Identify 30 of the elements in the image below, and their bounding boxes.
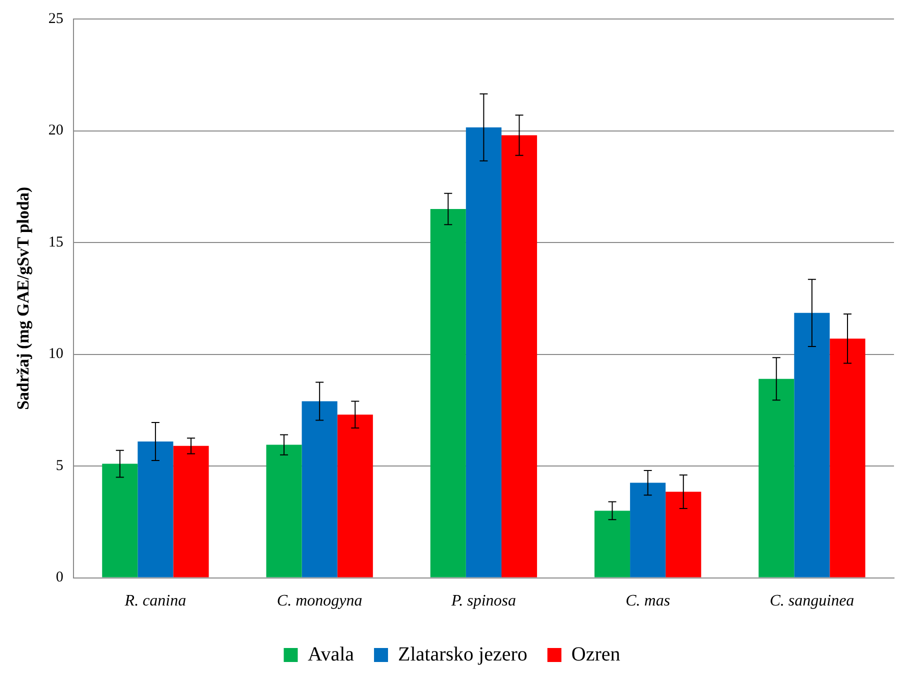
x-tick-label: C. sanguinea — [770, 592, 854, 610]
y-axis-title: Sadržaj (mg GAE/gSvT ploda) — [14, 186, 33, 410]
bar — [630, 482, 666, 578]
y-tick-label: 10 — [48, 346, 64, 362]
bar — [430, 208, 466, 578]
legend-label: Ozren — [571, 643, 620, 666]
bar — [466, 127, 502, 578]
x-tick-label: R. canina — [124, 592, 186, 610]
bar — [501, 135, 538, 578]
bar — [594, 510, 630, 578]
bar — [173, 446, 209, 578]
y-tick-label: 15 — [48, 234, 64, 250]
bar — [666, 492, 702, 578]
bar — [138, 441, 174, 578]
legend-label: Avala — [308, 643, 354, 666]
bar — [830, 338, 866, 578]
y-tick-label: 0 — [56, 570, 64, 586]
y-tick-label: 20 — [48, 122, 64, 139]
bar — [758, 378, 794, 578]
y-tick-label: 5 — [56, 458, 64, 474]
x-tick-label: C. monogyna — [276, 592, 362, 610]
x-tick-label: P. spinosa — [450, 592, 516, 610]
x-tick-label: C. mas — [626, 592, 670, 610]
bar — [102, 464, 138, 578]
y-tick-label: 25 — [48, 10, 64, 27]
bar — [302, 401, 338, 578]
legend-label: Zlatarsko jezero — [398, 643, 528, 666]
bar — [794, 312, 830, 578]
bar — [337, 414, 373, 578]
bar — [266, 444, 302, 578]
